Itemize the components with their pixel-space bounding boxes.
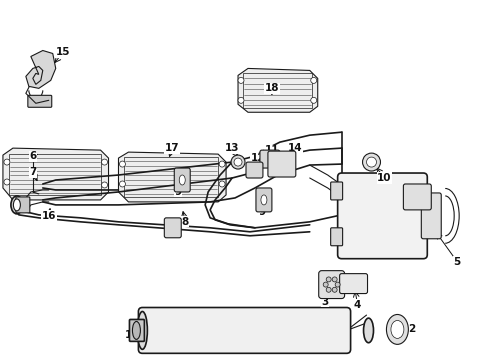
Text: 9: 9 bbox=[175, 187, 182, 197]
Polygon shape bbox=[119, 152, 226, 202]
Polygon shape bbox=[26, 50, 56, 88]
Text: 13: 13 bbox=[225, 143, 239, 153]
Text: 4: 4 bbox=[354, 300, 361, 310]
Circle shape bbox=[332, 277, 337, 282]
FancyBboxPatch shape bbox=[403, 184, 431, 210]
Ellipse shape bbox=[11, 196, 23, 214]
Text: 15: 15 bbox=[55, 48, 70, 58]
Text: 18: 18 bbox=[265, 84, 279, 93]
FancyBboxPatch shape bbox=[164, 218, 181, 238]
Ellipse shape bbox=[261, 195, 267, 205]
Ellipse shape bbox=[364, 318, 373, 343]
FancyBboxPatch shape bbox=[256, 188, 272, 212]
Ellipse shape bbox=[132, 321, 141, 339]
Circle shape bbox=[367, 157, 376, 167]
Text: 8: 8 bbox=[182, 217, 189, 227]
FancyBboxPatch shape bbox=[246, 162, 263, 178]
Text: 9: 9 bbox=[258, 207, 266, 217]
Circle shape bbox=[234, 158, 242, 166]
FancyBboxPatch shape bbox=[16, 197, 30, 213]
Circle shape bbox=[311, 77, 317, 84]
Circle shape bbox=[101, 159, 107, 165]
Circle shape bbox=[238, 77, 244, 84]
Text: 10: 10 bbox=[377, 173, 392, 183]
FancyBboxPatch shape bbox=[138, 307, 350, 353]
Ellipse shape bbox=[137, 311, 147, 349]
FancyBboxPatch shape bbox=[338, 173, 427, 259]
Circle shape bbox=[335, 282, 340, 287]
Text: 17: 17 bbox=[165, 143, 180, 153]
Circle shape bbox=[219, 181, 225, 187]
Polygon shape bbox=[3, 148, 108, 200]
Circle shape bbox=[4, 179, 10, 185]
Circle shape bbox=[326, 287, 331, 292]
FancyBboxPatch shape bbox=[28, 95, 52, 107]
Text: 6: 6 bbox=[29, 151, 36, 161]
Text: 7: 7 bbox=[29, 167, 37, 177]
Ellipse shape bbox=[13, 199, 21, 211]
Text: 14: 14 bbox=[422, 200, 437, 210]
FancyBboxPatch shape bbox=[260, 150, 280, 168]
Circle shape bbox=[323, 282, 328, 287]
Text: 3: 3 bbox=[321, 297, 328, 306]
Ellipse shape bbox=[179, 175, 185, 185]
FancyBboxPatch shape bbox=[318, 271, 344, 298]
FancyBboxPatch shape bbox=[340, 274, 368, 293]
Ellipse shape bbox=[391, 320, 404, 338]
Circle shape bbox=[120, 181, 125, 187]
FancyBboxPatch shape bbox=[331, 228, 343, 246]
FancyBboxPatch shape bbox=[331, 182, 343, 200]
Circle shape bbox=[219, 161, 225, 167]
Circle shape bbox=[326, 277, 331, 282]
FancyBboxPatch shape bbox=[174, 168, 190, 192]
Text: 11: 11 bbox=[265, 145, 279, 155]
Polygon shape bbox=[238, 68, 318, 112]
FancyBboxPatch shape bbox=[129, 319, 145, 341]
Text: 2: 2 bbox=[408, 324, 415, 334]
Ellipse shape bbox=[387, 315, 408, 345]
Text: 16: 16 bbox=[42, 211, 56, 221]
Circle shape bbox=[332, 287, 337, 292]
Text: 1: 1 bbox=[125, 330, 132, 341]
FancyBboxPatch shape bbox=[421, 193, 441, 239]
Circle shape bbox=[120, 161, 125, 167]
Text: 12: 12 bbox=[251, 153, 265, 163]
Text: 14: 14 bbox=[288, 143, 302, 153]
FancyBboxPatch shape bbox=[268, 151, 296, 177]
Circle shape bbox=[363, 153, 380, 171]
Text: 5: 5 bbox=[454, 257, 461, 267]
Circle shape bbox=[311, 97, 317, 103]
Circle shape bbox=[4, 159, 10, 165]
Circle shape bbox=[231, 155, 245, 169]
Circle shape bbox=[238, 97, 244, 103]
Circle shape bbox=[101, 182, 107, 188]
